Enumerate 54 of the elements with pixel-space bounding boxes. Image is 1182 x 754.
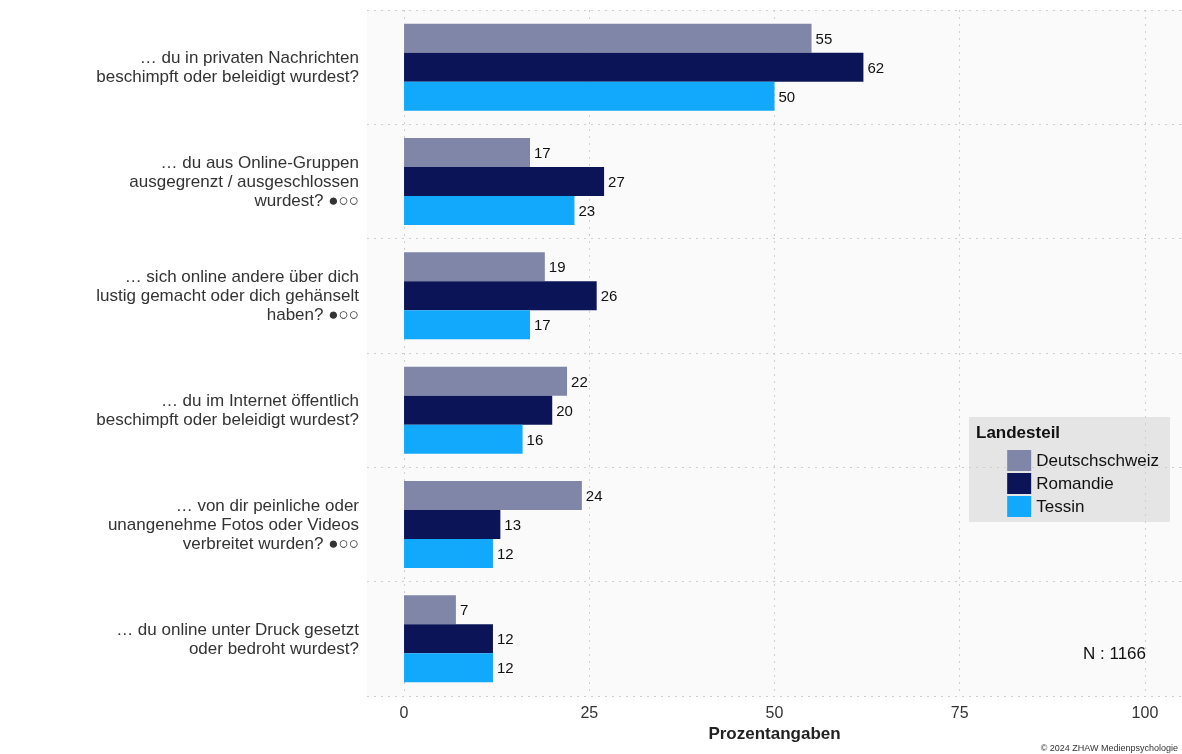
data-label: 12	[496, 659, 514, 677]
x-tick-label: 100	[1131, 703, 1159, 721]
bar	[404, 539, 493, 568]
y-tick-label: … du im Internet öffentlich beschimpft oder beleidigt wurdest?	[96, 391, 359, 430]
y-tick-label: … von dir peinliche oder unangenehme Fotos oder Videos verbreitet wurden? ●○○	[107, 496, 360, 553]
y-tick-label: … du aus Online-Gruppen ausgegrenzt / ausgeschlossen wurdest? ●○○	[129, 153, 359, 210]
data-label: 7	[459, 601, 469, 619]
data-label: 62	[867, 58, 885, 76]
data-label: 17	[534, 144, 551, 161]
data-label: 13	[504, 516, 522, 533]
data-label: 26	[600, 287, 618, 305]
bar	[404, 310, 530, 340]
bar	[404, 395, 553, 425]
x-tick-label: 25	[580, 703, 599, 721]
data-label: 27	[608, 173, 625, 190]
text: © 2024 ZHAW Medienpsychologie	[1040, 742, 1179, 753]
bar	[404, 366, 568, 396]
bar	[404, 52, 864, 82]
legend-label: Romandie	[1036, 474, 1114, 493]
y-tick-label: … sich online andere über dich lustig gemacht oder dich gehänselt haben? ●○○	[96, 267, 360, 325]
legend-label: Tessin	[1036, 497, 1085, 516]
bar	[404, 281, 597, 311]
data-label: 20	[556, 401, 573, 419]
data-label: 17	[534, 316, 551, 334]
data-label: 23	[578, 202, 596, 219]
bar	[404, 138, 530, 167]
legend-label: Deutschschweiz	[1036, 451, 1159, 470]
data-label: 12	[496, 545, 514, 562]
y-tick-label: … du online unter Druck gesetzt oder bedroht wurdest?	[116, 619, 360, 658]
bar	[404, 510, 501, 539]
data-label: 50	[778, 87, 796, 105]
x-tick-label: 50	[765, 703, 784, 721]
bar	[404, 624, 493, 654]
data-label: 19	[548, 258, 566, 276]
bar	[404, 81, 775, 111]
data-label: 55	[815, 29, 833, 47]
annotation: N : 1166	[1083, 644, 1147, 663]
bar	[404, 653, 493, 683]
x-tick-label: 75	[950, 703, 969, 721]
x-tick-label: 0	[399, 703, 409, 721]
bar	[404, 196, 575, 225]
bar	[404, 481, 582, 510]
legend-title: Landesteil	[976, 423, 1061, 442]
data-label: 12	[496, 630, 514, 648]
bar	[404, 252, 545, 282]
y-tick-label: … du in privaten Nachrichten beschimpft oder beleidigt wurdest?	[96, 48, 359, 87]
bar	[404, 23, 812, 53]
x-axis-title: Prozentangaben	[708, 723, 841, 743]
bar	[404, 595, 456, 625]
bar	[404, 167, 605, 196]
data-label: 24	[585, 487, 603, 504]
bar	[404, 424, 523, 454]
data-label: 16	[526, 430, 544, 448]
data-label: 22	[571, 372, 588, 390]
